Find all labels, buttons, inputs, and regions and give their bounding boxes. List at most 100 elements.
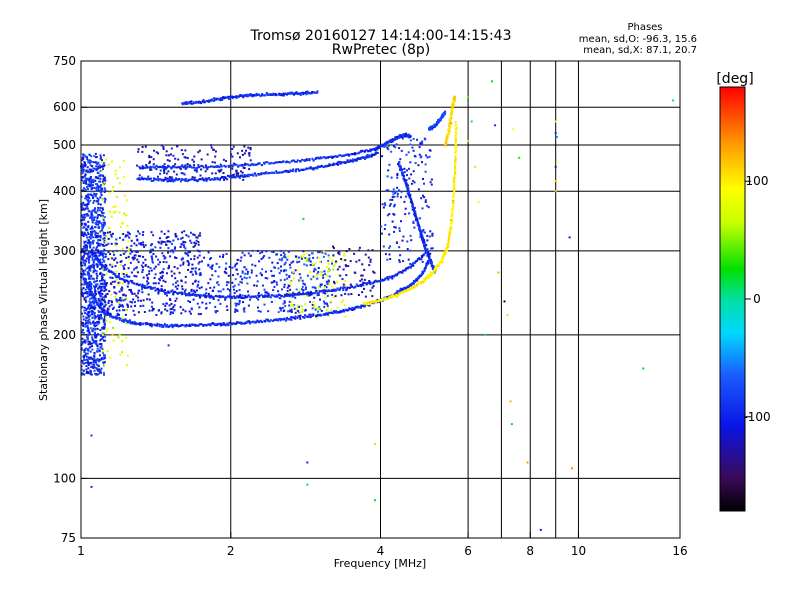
data-point [119, 353, 122, 356]
data-point [167, 230, 170, 233]
data-point [337, 273, 340, 276]
data-point [318, 157, 321, 160]
data-point [422, 237, 425, 240]
data-point [272, 281, 275, 284]
data-point [344, 292, 347, 295]
data-point [90, 241, 93, 244]
data-point [383, 279, 386, 282]
data-point [198, 306, 201, 309]
data-point [424, 266, 427, 269]
data-point [199, 272, 202, 274]
data-point [405, 186, 408, 189]
data-point [85, 300, 88, 303]
data-point [202, 166, 205, 169]
data-point [119, 277, 122, 280]
data-point [131, 256, 134, 259]
data-point [150, 180, 153, 182]
data-point [283, 286, 286, 289]
data-point [138, 165, 141, 168]
data-point [92, 246, 95, 249]
data-point [257, 306, 259, 309]
data-point [331, 289, 334, 291]
data-point [173, 247, 176, 250]
data-point [197, 234, 200, 237]
data-point [162, 148, 165, 150]
data-point [255, 163, 258, 166]
data-point [91, 313, 93, 316]
data-point [214, 270, 217, 273]
data-point [320, 157, 323, 160]
data-point [92, 181, 95, 184]
data-point [93, 359, 96, 362]
data-point [369, 155, 372, 158]
data-point [371, 300, 374, 303]
data-point [139, 324, 142, 326]
data-point [360, 285, 363, 288]
data-point [188, 262, 191, 265]
data-point [420, 255, 423, 257]
data-point [263, 303, 266, 306]
data-point [96, 264, 99, 267]
data-point [205, 302, 208, 305]
data-point [107, 308, 110, 311]
data-point [99, 230, 102, 233]
data-point [104, 158, 107, 161]
data-point [141, 165, 144, 168]
data-point [454, 163, 457, 166]
data-point [224, 176, 227, 179]
data-point [84, 279, 87, 282]
data-point [86, 213, 89, 216]
data-point [130, 239, 133, 242]
data-point [154, 289, 157, 292]
data-point [84, 354, 87, 357]
data-point [451, 102, 454, 105]
data-point [289, 288, 292, 291]
data-point [279, 306, 282, 309]
data-point [184, 252, 187, 255]
data-point [87, 239, 90, 242]
data-point [81, 293, 84, 296]
data-point [108, 210, 111, 213]
data-point [267, 172, 270, 175]
data-point [99, 302, 102, 305]
data-point [188, 292, 191, 295]
data-point [101, 161, 104, 163]
data-point [389, 258, 392, 260]
data-point [91, 291, 94, 294]
data-point [121, 317, 124, 320]
data-point [122, 305, 125, 308]
data-point [87, 271, 90, 274]
data-point [87, 183, 90, 186]
data-point [328, 283, 331, 286]
data-point [310, 293, 313, 296]
data-point [88, 235, 91, 238]
data-point [91, 225, 94, 228]
data-point [87, 364, 90, 367]
data-point [181, 153, 184, 156]
data-point [93, 155, 96, 158]
data-point [137, 311, 140, 314]
data-point [188, 310, 191, 313]
data-point [94, 258, 96, 261]
data-point [302, 250, 305, 253]
data-point [324, 292, 327, 295]
data-point [161, 288, 163, 291]
data-point [94, 161, 97, 164]
data-point [92, 302, 95, 305]
data-point [169, 255, 172, 258]
data-point [87, 311, 90, 314]
data-point [323, 289, 326, 292]
data-point [84, 223, 87, 226]
data-point [363, 305, 366, 308]
data-point [95, 333, 98, 336]
data-point [421, 143, 424, 146]
data-point [81, 294, 84, 297]
data-point [308, 158, 311, 160]
data-point [90, 274, 93, 277]
data-point [243, 310, 246, 313]
data-point [422, 178, 424, 180]
data-point [413, 207, 416, 209]
data-point [119, 318, 121, 321]
data-point [339, 162, 342, 165]
data-point [86, 246, 89, 249]
